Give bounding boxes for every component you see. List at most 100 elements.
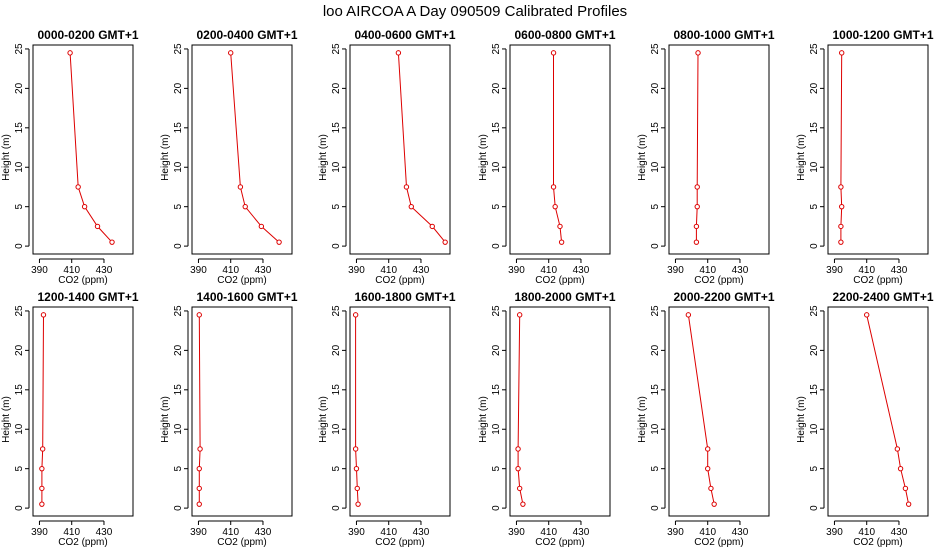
y-tick-label: 15 <box>491 384 502 396</box>
panel-title: 0800-1000 GMT+1 <box>673 28 774 42</box>
x-axis-label: CO2 (ppm) <box>535 537 584 548</box>
data-point <box>897 465 904 472</box>
data-point <box>515 465 521 472</box>
data-point <box>839 203 845 210</box>
y-axis-label: Height (m) <box>160 396 171 443</box>
plot-frame <box>349 306 451 517</box>
data-point <box>839 50 845 56</box>
y-tick-label: 20 <box>809 82 820 94</box>
y-tick-label: 15 <box>14 122 25 134</box>
data-point <box>94 223 101 230</box>
data-point <box>905 501 912 507</box>
y-tick-label: 5 <box>14 465 25 471</box>
x-tick-label: 410 <box>63 265 80 276</box>
data-point <box>516 485 523 492</box>
y-tick-label: 0 <box>491 243 502 249</box>
data-point <box>39 485 45 492</box>
data-point <box>196 312 202 318</box>
x-tick-label: 410 <box>540 265 557 276</box>
data-point <box>408 203 414 210</box>
plot-frame <box>668 306 770 517</box>
panel-title: 1800-2000 GMT+1 <box>514 290 615 304</box>
y-tick-label: 15 <box>809 384 820 396</box>
x-tick-label: 410 <box>858 265 875 276</box>
data-point <box>196 501 202 507</box>
y-axis-label: Height (m) <box>318 134 329 181</box>
y-tick-label: 5 <box>809 203 820 209</box>
data-point <box>109 239 115 245</box>
y-axis-label: Height (m) <box>1 396 12 443</box>
profile-line <box>198 314 201 505</box>
x-tick-label: 390 <box>31 265 48 276</box>
plot-frame <box>509 306 611 517</box>
y-tick-label: 0 <box>14 243 25 249</box>
y-tick-label: 20 <box>173 82 184 94</box>
y-tick-label: 25 <box>491 305 502 317</box>
profile-line <box>41 314 44 505</box>
y-tick-label: 5 <box>331 465 342 471</box>
y-tick-label: 5 <box>491 465 502 471</box>
panel-title: 0200-0400 GMT+1 <box>196 28 297 42</box>
data-point <box>693 239 700 245</box>
panel-title: 1600-1800 GMT+1 <box>354 290 455 304</box>
x-tick-label: 390 <box>667 265 684 276</box>
profile-line <box>840 52 843 243</box>
x-tick-label: 410 <box>699 265 716 276</box>
y-tick-label: 0 <box>491 505 502 511</box>
x-tick-label: 430 <box>732 527 749 538</box>
x-tick-label: 430 <box>573 527 590 538</box>
profile-line <box>397 52 446 243</box>
data-point <box>705 446 711 452</box>
y-tick-label: 0 <box>809 243 820 249</box>
data-point <box>694 184 700 190</box>
y-tick-label: 5 <box>491 203 502 209</box>
x-axis-label: CO2 (ppm) <box>694 275 743 286</box>
x-tick-label: 430 <box>891 527 908 538</box>
data-point <box>39 446 46 452</box>
y-tick-label: 10 <box>14 161 25 173</box>
data-point <box>442 239 448 245</box>
plot-frame <box>191 44 293 255</box>
y-tick-label: 25 <box>14 43 25 55</box>
y-tick-label: 25 <box>331 43 342 55</box>
x-axis-label: CO2 (ppm) <box>853 537 902 548</box>
data-point <box>694 203 700 210</box>
x-tick-label: 430 <box>573 265 590 276</box>
y-tick-label: 0 <box>650 243 661 249</box>
y-axis-label: Height (m) <box>478 396 489 443</box>
plot-frame <box>32 44 134 255</box>
panel-title: 0000-0200 GMT+1 <box>37 28 138 42</box>
data-point <box>552 203 558 210</box>
data-point <box>838 239 844 245</box>
data-point <box>395 50 402 56</box>
data-point <box>40 312 47 318</box>
data-point <box>258 223 265 230</box>
x-tick-label: 390 <box>826 527 843 538</box>
x-tick-label: 410 <box>63 527 80 538</box>
data-point <box>355 501 361 507</box>
y-tick-label: 25 <box>173 43 184 55</box>
y-tick-label: 25 <box>14 305 25 317</box>
y-tick-label: 20 <box>650 82 661 94</box>
y-tick-label: 20 <box>809 344 820 356</box>
data-point <box>708 485 714 492</box>
y-tick-label: 20 <box>650 344 661 356</box>
y-tick-label: 10 <box>173 423 184 435</box>
y-axis-label: Height (m) <box>478 134 489 181</box>
data-point <box>242 203 248 210</box>
data-point <box>685 312 692 318</box>
y-tick-label: 0 <box>331 505 342 511</box>
x-tick-label: 410 <box>540 527 557 538</box>
y-tick-label: 25 <box>809 305 820 317</box>
data-point <box>520 501 526 507</box>
y-tick-label: 15 <box>331 122 342 134</box>
y-tick-label: 0 <box>14 505 25 511</box>
x-tick-label: 430 <box>413 265 430 276</box>
y-tick-label: 5 <box>650 203 661 209</box>
